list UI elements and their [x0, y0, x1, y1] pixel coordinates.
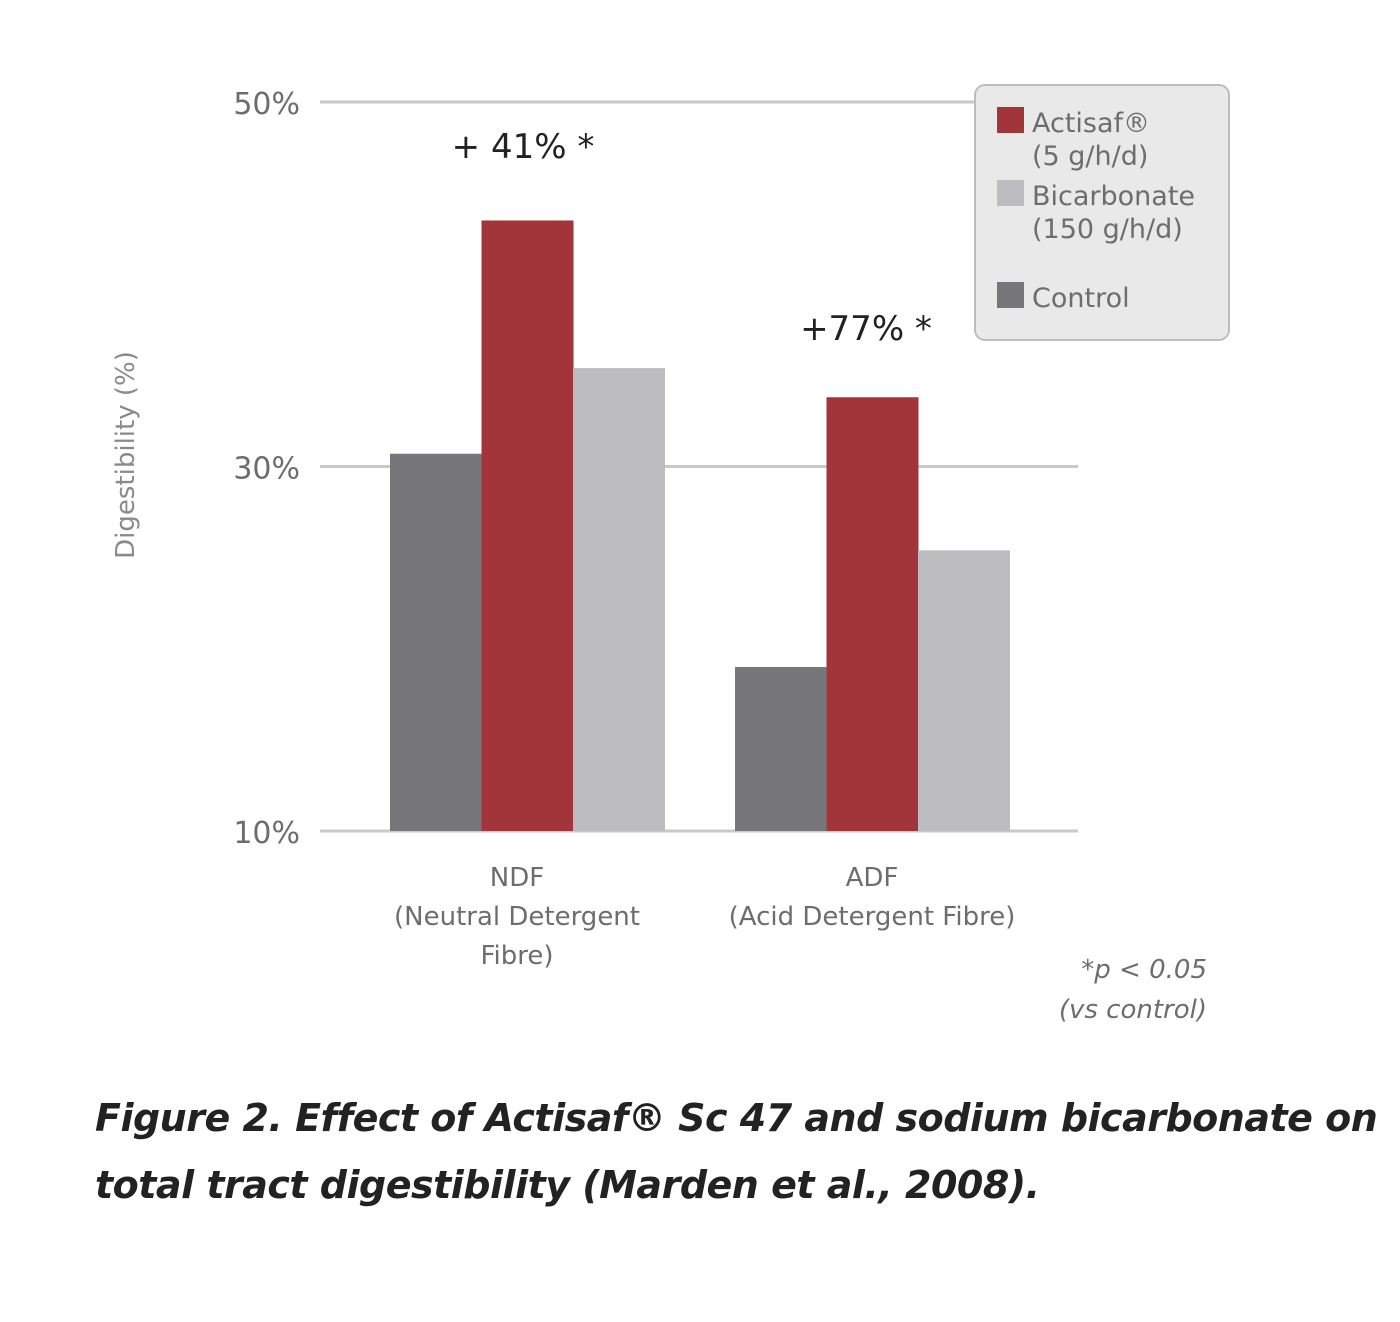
- legend-box: [974, 84, 1230, 341]
- legend-label: (5 g/h/d): [1032, 141, 1148, 172]
- bar-bicarbonate: [918, 550, 1010, 831]
- bar-control: [735, 666, 827, 831]
- bar-actisaf: [826, 397, 919, 831]
- x-category-label: (Acid Detergent Fibre): [729, 902, 1016, 932]
- y-tick-label: 10%: [233, 816, 300, 851]
- x-category-label: ADF: [846, 863, 899, 893]
- bar-bicarbonate: [573, 368, 665, 831]
- bar-control: [390, 453, 482, 831]
- figure-caption: Figure 2. Effect of Actisaf® Sc 47 and s…: [95, 1096, 1378, 1207]
- y-tick-label: 30%: [233, 452, 300, 487]
- y-tick-label: 50%: [233, 87, 300, 122]
- annotation-adf: +77% *: [800, 309, 932, 349]
- legend-label: Actisaf®: [1032, 108, 1150, 139]
- legend-swatch: [997, 180, 1024, 206]
- legend-label: (150 g/h/d): [1032, 214, 1183, 245]
- y-axis-label: Digestibility (%): [111, 351, 141, 559]
- x-category-label: Fibre): [480, 941, 553, 971]
- x-category-label: NDF: [490, 863, 544, 893]
- legend-swatch: [997, 107, 1024, 133]
- footnote: *p < 0.05: [1081, 955, 1207, 985]
- bar-actisaf: [481, 220, 574, 831]
- annotation-ndf: + 41% *: [452, 127, 595, 167]
- legend-label: Bicarbonate: [1032, 181, 1195, 212]
- legend-label: Control: [1032, 283, 1130, 314]
- x-category-label: (Neutral Detergent: [394, 902, 640, 932]
- legend-swatch: [997, 282, 1024, 308]
- footnote: (vs control): [1059, 995, 1207, 1025]
